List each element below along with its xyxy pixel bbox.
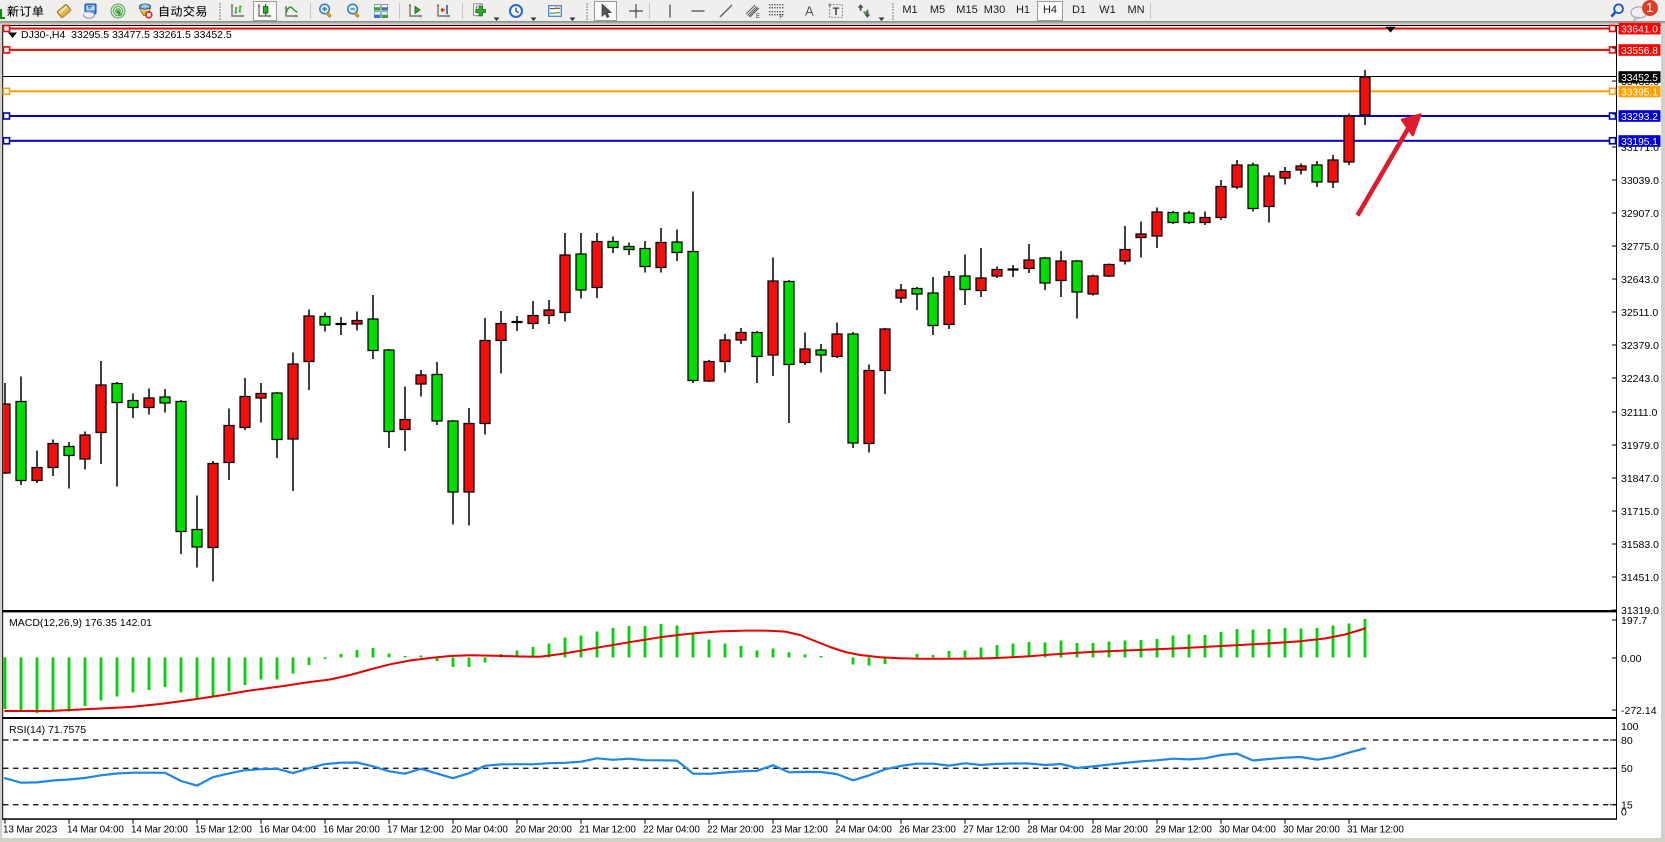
svg-text:32907.0: 32907.0 <box>1621 208 1659 220</box>
svg-text:33556.8: 33556.8 <box>1621 46 1658 57</box>
svg-text:MACD(12,26,9) 176.35 142.01: MACD(12,26,9) 176.35 142.01 <box>9 617 152 629</box>
svg-text:31 Mar 12:00: 31 Mar 12:00 <box>1347 824 1404 835</box>
svg-text:31715.0: 31715.0 <box>1621 506 1659 518</box>
svg-text:33641.0: 33641.0 <box>1621 25 1658 36</box>
svg-text:30 Mar 20:00: 30 Mar 20:00 <box>1283 824 1340 835</box>
svg-text:28 Mar 20:00: 28 Mar 20:00 <box>1091 824 1148 835</box>
svg-text:f: f <box>475 4 479 13</box>
svg-text:28 Mar 04:00: 28 Mar 04:00 <box>1027 824 1084 835</box>
svg-text:22 Mar 04:00: 22 Mar 04:00 <box>643 824 700 835</box>
svg-text:80: 80 <box>1621 735 1633 747</box>
svg-text:0: 0 <box>1621 806 1627 818</box>
svg-text:T: T <box>832 6 839 18</box>
svg-text:15 Mar 12:00: 15 Mar 12:00 <box>195 824 252 835</box>
svg-text:RSI(14) 71.7575: RSI(14) 71.7575 <box>9 724 86 736</box>
svg-text:20 Mar 20:00: 20 Mar 20:00 <box>515 824 572 835</box>
svg-text:0.00: 0.00 <box>1621 653 1642 665</box>
svg-text:33452.5: 33452.5 <box>1621 73 1658 84</box>
svg-text:27 Mar 12:00: 27 Mar 12:00 <box>963 824 1020 835</box>
svg-text:14 Mar 04:00: 14 Mar 04:00 <box>67 824 124 835</box>
svg-text:DJ30-,H4 33295.5 33477.5 3326: DJ30-,H4 33295.5 33477.5 33261.5 33452.5 <box>21 29 232 41</box>
svg-text:33039.0: 33039.0 <box>1621 175 1659 187</box>
svg-text:22 Mar 20:00: 22 Mar 20:00 <box>707 824 764 835</box>
svg-text:32379.0: 32379.0 <box>1621 340 1659 352</box>
svg-text:29 Mar 12:00: 29 Mar 12:00 <box>1155 824 1212 835</box>
svg-text:17 Mar 12:00: 17 Mar 12:00 <box>387 824 444 835</box>
svg-text:16 Mar 04:00: 16 Mar 04:00 <box>259 824 316 835</box>
svg-text:-272.14: -272.14 <box>1621 705 1657 717</box>
svg-text:33195.1: 33195.1 <box>1621 137 1658 148</box>
svg-text:32511.0: 32511.0 <box>1621 307 1658 319</box>
svg-text:32243.0: 32243.0 <box>1621 373 1659 385</box>
svg-text:21 Mar 12:00: 21 Mar 12:00 <box>579 824 636 835</box>
svg-text:32775.0: 32775.0 <box>1621 241 1659 253</box>
svg-text:31583.0: 31583.0 <box>1621 539 1659 551</box>
svg-text:F: F <box>779 15 783 19</box>
svg-text:33395.1: 33395.1 <box>1621 87 1658 98</box>
svg-text:23 Mar 12:00: 23 Mar 12:00 <box>771 824 828 835</box>
svg-text:26 Mar 23:00: 26 Mar 23:00 <box>899 824 956 835</box>
svg-text:30 Mar 04:00: 30 Mar 04:00 <box>1219 824 1276 835</box>
svg-text:15: 15 <box>1621 800 1633 812</box>
svg-text:50: 50 <box>1621 763 1633 775</box>
svg-text:32111.0: 32111.0 <box>1621 407 1658 419</box>
svg-text:33293.2: 33293.2 <box>1621 112 1658 123</box>
svg-text:31847.0: 31847.0 <box>1621 473 1659 485</box>
svg-text:13 Mar 2023: 13 Mar 2023 <box>3 824 58 835</box>
svg-text:24 Mar 04:00: 24 Mar 04:00 <box>835 824 892 835</box>
svg-text:197.7: 197.7 <box>1621 615 1647 627</box>
svg-text:100: 100 <box>1621 721 1639 733</box>
svg-text:16 Mar 20:00: 16 Mar 20:00 <box>323 824 380 835</box>
svg-text:32643.0: 32643.0 <box>1621 274 1659 286</box>
svg-text:31979.0: 31979.0 <box>1621 440 1659 452</box>
svg-text:20 Mar 04:00: 20 Mar 04:00 <box>451 824 508 835</box>
svg-text:E: E <box>756 14 760 19</box>
svg-text:31319.0: 31319.0 <box>1621 605 1659 617</box>
svg-text:A: A <box>805 4 814 19</box>
svg-text:31451.0: 31451.0 <box>1621 572 1659 584</box>
svg-text:14 Mar 20:00: 14 Mar 20:00 <box>131 824 188 835</box>
